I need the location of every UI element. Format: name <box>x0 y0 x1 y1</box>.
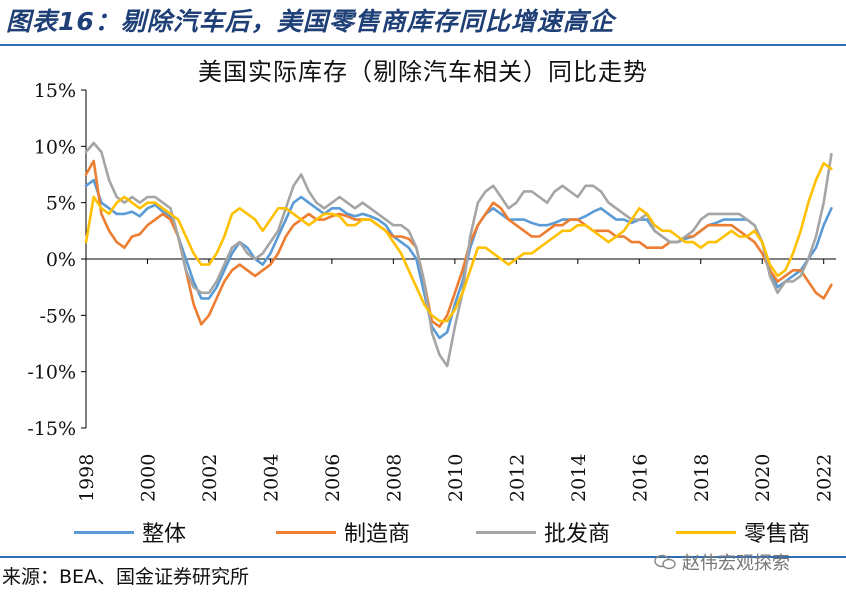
legend-label-批发商: 批发商 <box>544 522 611 547</box>
legend-swatch-批发商 <box>476 530 536 534</box>
y-tick-label: -10% <box>27 362 76 384</box>
chart-series-lines <box>84 141 833 368</box>
y-tick-label: -15% <box>27 418 76 440</box>
series-line-零售商 <box>84 161 833 323</box>
x-tick-label: 2002 <box>199 454 221 502</box>
legend-item-零售商: 零售商 <box>676 518 811 547</box>
x-tick-label: 1998 <box>76 454 98 502</box>
chart-axes: 15% 10% 5% 0% -5% -10% -15%1998 2000 2002 2004 200… <box>27 80 836 502</box>
source-divider <box>0 556 846 558</box>
wechat-icon <box>654 554 676 570</box>
series-line-制造商 <box>84 159 833 328</box>
figure-title: 图表16：剔除汽车后，美国零售商库存同比增速高企 <box>6 7 615 36</box>
legend-swatch-制造商 <box>276 530 336 534</box>
legend-item-制造商: 制造商 <box>276 518 411 547</box>
x-tick-label: 2016 <box>629 454 651 502</box>
y-tick-label: 15% <box>34 80 76 102</box>
series-line-批发商 <box>84 141 833 368</box>
legend-item-批发商: 批发商 <box>476 518 611 547</box>
x-tick-label: 2008 <box>383 454 405 502</box>
x-tick-label: 2020 <box>752 454 774 502</box>
chart-title: 美国实际库存（剔除汽车相关）同比走势 <box>198 58 648 86</box>
watermark: 赵伟宏观探索 <box>654 550 790 574</box>
x-tick-label: 2014 <box>568 454 590 502</box>
legend-label-制造商: 制造商 <box>344 522 411 547</box>
legend-label-整体: 整体 <box>142 522 187 547</box>
watermark-text: 赵伟宏观探索 <box>682 553 790 574</box>
x-tick-label: 2010 <box>445 454 467 502</box>
y-tick-label: 5% <box>46 193 76 215</box>
y-tick-label: 0% <box>46 249 76 271</box>
title-divider <box>0 44 846 46</box>
x-tick-label: 2006 <box>322 454 344 502</box>
y-tick-label: -5% <box>39 305 76 327</box>
x-tick-label: 2004 <box>260 454 282 502</box>
legend-swatch-整体 <box>74 530 134 534</box>
legend-item-整体: 整体 <box>74 518 187 547</box>
x-tick-label: 2012 <box>506 454 528 502</box>
x-tick-label: 2022 <box>814 454 836 502</box>
legend-label-零售商: 零售商 <box>744 522 811 547</box>
legend-swatch-零售商 <box>676 530 736 534</box>
x-tick-label: 2000 <box>137 454 159 502</box>
source-note: 来源：BEA、国金证券研究所 <box>2 566 250 588</box>
x-tick-label: 2018 <box>691 454 713 502</box>
y-tick-label: 10% <box>34 136 76 158</box>
line-chart: 15% 10% 5% 0% -5% -10% -15%1998 2000 2002 2004 200… <box>27 80 836 502</box>
